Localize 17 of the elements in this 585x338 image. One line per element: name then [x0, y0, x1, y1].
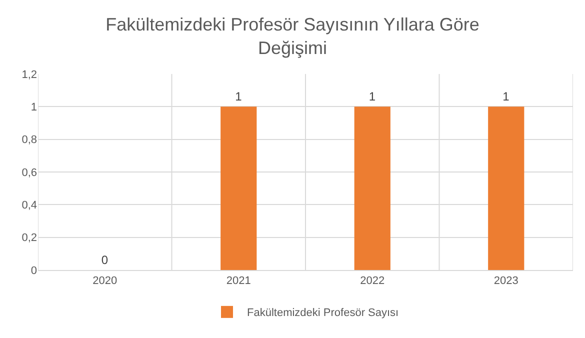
y-tick-label: 0,4 — [22, 200, 37, 212]
data-label: 1 — [368, 90, 376, 104]
y-tick-label: 1,2 — [22, 68, 37, 81]
data-label: 1 — [502, 90, 510, 104]
legend-label: Fakültemizdeki Profesör Sayısı — [247, 307, 399, 320]
data-label: 0 — [101, 253, 108, 267]
chart-title: Fakültemizdeki Profesör Sayısının Yıllara Göre Değişimi — [106, 14, 480, 58]
x-tick-label: 2021 — [226, 275, 251, 288]
y-tick-label: 0 — [30, 264, 37, 277]
y-tick-label: 0,6 — [22, 166, 37, 179]
x-tick-label: 2023 — [494, 275, 518, 288]
x-tick-label: 2020 — [92, 275, 118, 288]
y-tick-label: 1 — [30, 102, 37, 114]
data-label: 1 — [235, 90, 242, 104]
y-tick-label: 0,8 — [22, 134, 37, 146]
y-tick-label: 0,2 — [22, 232, 37, 244]
x-tick-label: 2022 — [360, 275, 385, 288]
